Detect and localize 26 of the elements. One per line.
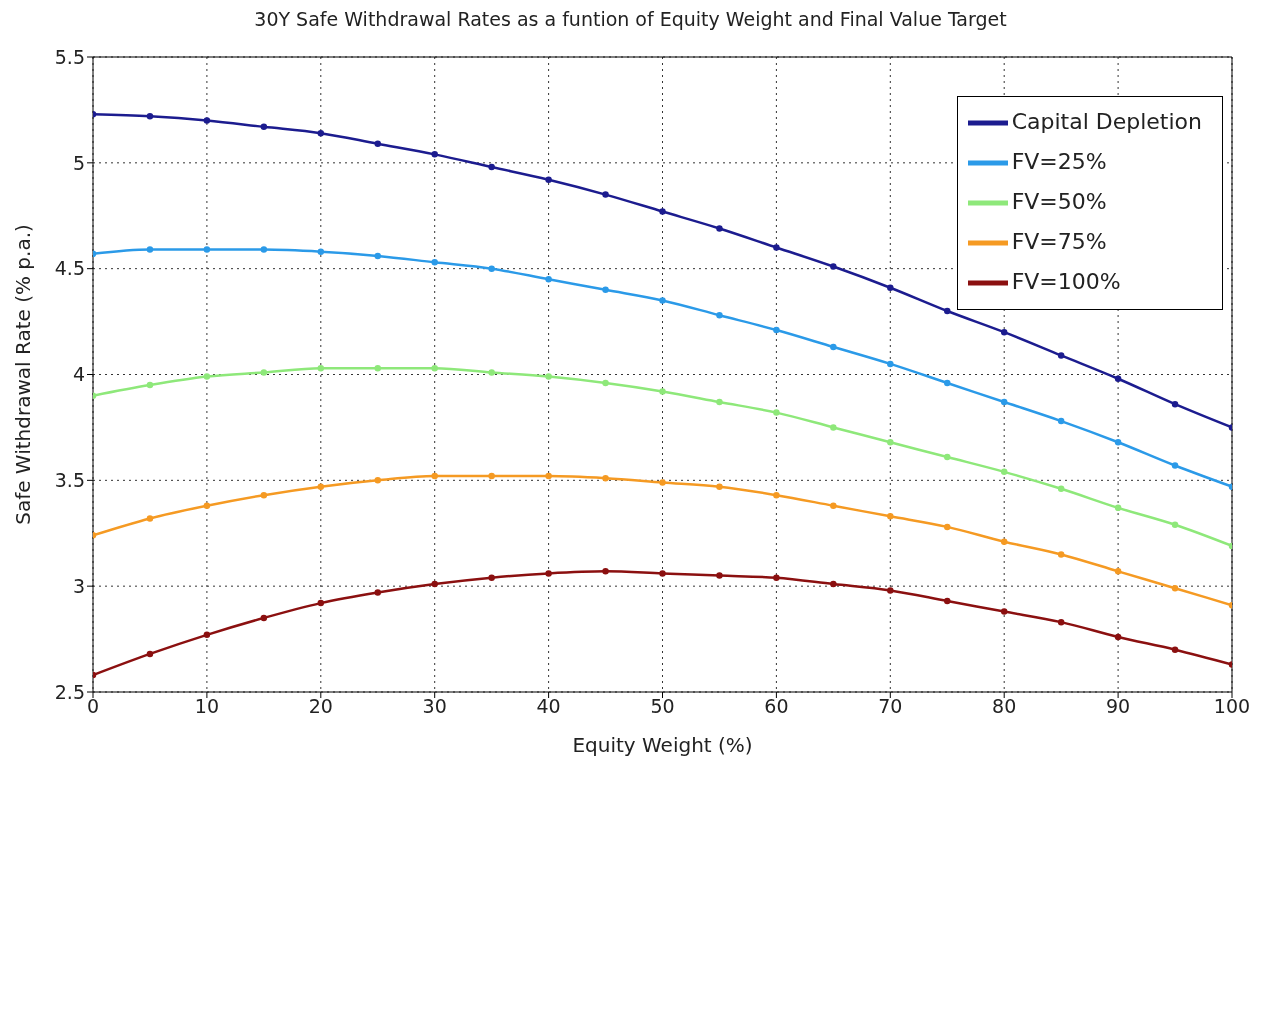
y-tick-label: 5.5	[54, 45, 85, 68]
x-tick-label: 100	[1213, 695, 1251, 718]
x-axis-title: Equity Weight (%)	[572, 733, 753, 757]
x-tick-label: 60	[764, 695, 789, 718]
chart-title: 30Y Safe Withdrawal Rates as a funtion of Equity Weight and Final Value Target	[253, 8, 1008, 32]
legend-label: FV=100%	[1011, 269, 1121, 294]
legend-label: FV=50%	[1011, 189, 1107, 214]
y-tick-label: 4	[72, 363, 85, 386]
x-tick-label: 90	[1106, 695, 1131, 718]
y-tick-label: 4.5	[54, 257, 85, 280]
x-tick-label: 30	[422, 695, 447, 718]
legend-label: FV=75%	[1011, 229, 1107, 254]
x-tick-label: 10	[194, 695, 219, 718]
y-tick-label: 3	[72, 574, 85, 597]
y-axis-title: Safe Withdrawal Rate (% p.a.)	[11, 224, 36, 525]
y-tick-label: 5	[72, 151, 85, 174]
y-tick-label: 2.5	[54, 680, 85, 703]
y-tick-label: 3.5	[54, 469, 85, 492]
x-tick-label: 20	[308, 695, 333, 718]
x-tick-label: 80	[992, 695, 1017, 718]
legend-label: FV=25%	[1011, 149, 1107, 174]
x-tick-label: 70	[878, 695, 903, 718]
x-tick-label: 50	[650, 695, 675, 718]
legend-label: Capital Depletion	[1011, 109, 1202, 134]
x-tick-label: 40	[536, 695, 561, 718]
x-tick-label: 0	[86, 695, 100, 718]
